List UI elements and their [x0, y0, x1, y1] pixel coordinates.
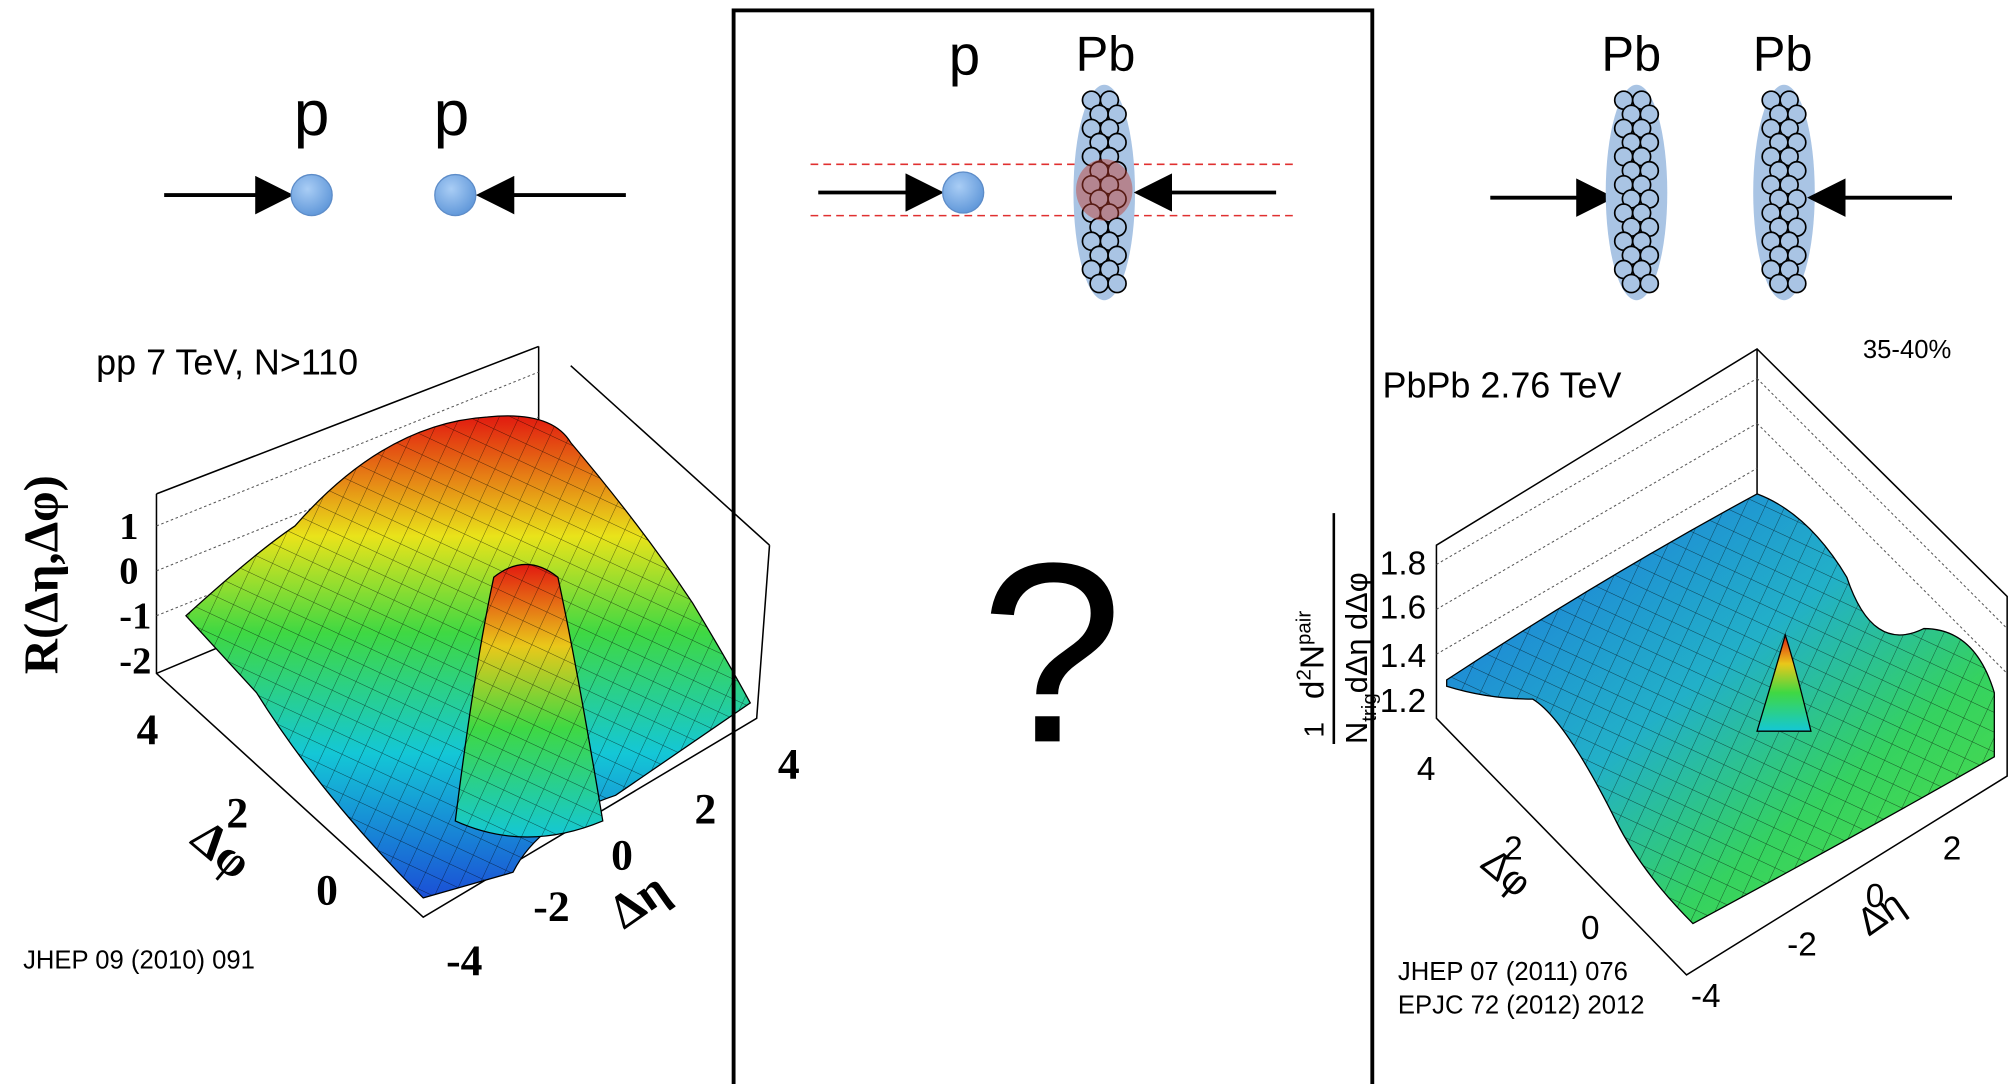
right-panel: Pb Pb 35-40% PbPb 2.76 TeV 1.8 1.6 1.4 1…: [1293, 28, 2007, 1020]
eta-tick: -2: [1787, 927, 1817, 964]
z-axis-label: R(Δη,Δφ): [15, 475, 69, 674]
label-part: 2: [1293, 669, 1316, 680]
beam-label: p: [294, 77, 330, 149]
z-tick: 1: [119, 506, 138, 548]
question-mark: ?: [980, 510, 1123, 796]
eta-tick: -4: [1691, 978, 1721, 1015]
z-tick: 0: [119, 551, 138, 593]
eta-tick: 2: [1943, 830, 1962, 867]
eta-tick: -4: [446, 937, 482, 985]
z-tick: 1.2: [1380, 683, 1426, 720]
phi-axis-label: Δφ: [181, 809, 262, 890]
nucleon: [1090, 275, 1108, 293]
label-part: 1: [1298, 722, 1330, 738]
beam-label: p: [434, 77, 470, 149]
label-part: N: [1339, 722, 1374, 744]
proton: [943, 172, 984, 213]
label-part: dΔη dΔφ: [1339, 572, 1374, 693]
label-part: d: [1295, 681, 1332, 700]
phi-tick: 0: [1581, 910, 1600, 947]
reference: JHEP 09 (2010) 091: [23, 946, 255, 974]
eta-tick: 2: [694, 786, 716, 834]
label-part: pair: [1293, 611, 1316, 645]
plot-title: PbPb 2.76 TeV: [1383, 365, 1622, 406]
z-tick: 1.4: [1380, 638, 1426, 675]
beam-label: Pb: [1076, 28, 1136, 82]
label-part: trig: [1358, 693, 1381, 722]
reference: EPJC 72 (2012) 2012: [1398, 991, 1645, 1019]
centrality: 35-40%: [1863, 336, 1951, 364]
label-part: N: [1295, 645, 1332, 669]
beam-label: Pb: [1602, 28, 1662, 82]
left-panel: p p pp 7 TeV, N>110 R(Δη,Δφ) 1 0 -1 -2 4…: [15, 77, 800, 985]
beam-label: Pb: [1753, 28, 1813, 82]
z-tick: -1: [119, 596, 151, 638]
phi-tick: 4: [137, 706, 159, 754]
phi-tick: 0: [316, 866, 338, 914]
proton: [435, 175, 476, 216]
z-tick: 1.8: [1380, 546, 1426, 583]
beam-label: p: [949, 24, 980, 87]
nucleon: [1788, 275, 1806, 293]
nucleon: [1108, 275, 1126, 293]
phi-axis-label: Δφ: [1473, 840, 1539, 905]
label-part: NtrigdΔη dΔφ: [1339, 572, 1381, 744]
reference: JHEP 07 (2011) 076: [1398, 958, 1628, 986]
nucleon: [1622, 275, 1640, 293]
overlap-region: [1076, 159, 1132, 221]
lead-nucleus: [1606, 85, 1668, 300]
label-part: d2Npair: [1293, 611, 1332, 699]
slide: p p pp 7 TeV, N>110 R(Δη,Δφ) 1 0 -1 -2 4…: [0, 0, 2011, 1084]
lead-nucleus: [1753, 85, 1815, 300]
eta-tick: 4: [778, 741, 800, 789]
phi-tick: 4: [1417, 751, 1436, 788]
z-tick: -2: [119, 640, 151, 682]
middle-panel: p Pb ?: [734, 10, 1373, 1084]
plot-title: pp 7 TeV, N>110: [96, 342, 358, 383]
surface-mesh: [1447, 494, 1995, 924]
eta-tick: -2: [533, 883, 569, 931]
z-tick: 1.6: [1380, 589, 1426, 626]
nucleon: [1770, 275, 1788, 293]
proton: [291, 175, 332, 216]
nucleon: [1640, 275, 1658, 293]
eta-axis-label: Δη: [1849, 882, 1912, 944]
z-axis-label: 1 d2Npair NtrigdΔη dΔφ: [1293, 513, 1381, 744]
